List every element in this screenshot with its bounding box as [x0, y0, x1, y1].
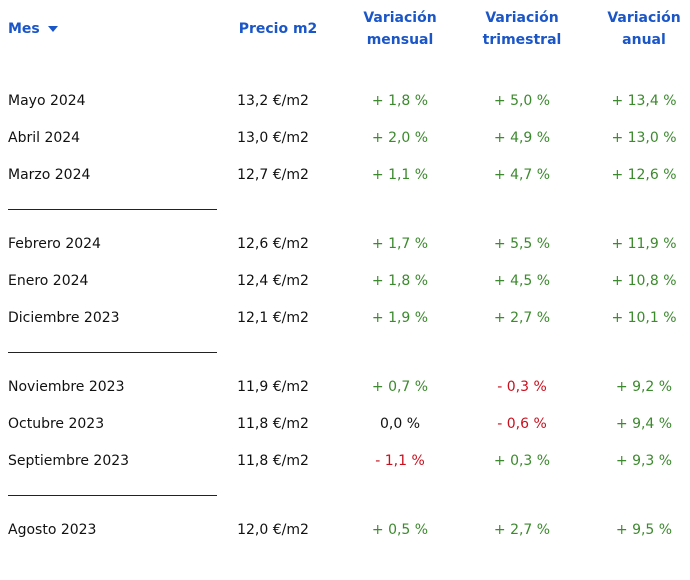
monthly-variation-cell: 0,0 %	[379, 416, 421, 432]
table-row: Noviembre 2023 11,9 €/m2 + 0,7 % - 0,3 % + 9…	[0, 375, 690, 399]
quarterly-variation-cell: + 5,0 %	[493, 93, 551, 109]
month-cell: Septiembre 2023	[8, 453, 130, 469]
monthly-variation-cell: + 0,5 %	[371, 522, 429, 538]
group-divider	[8, 495, 217, 496]
annual-variation-cell: + 13,4 %	[611, 93, 677, 109]
annual-variation-cell: + 10,8 %	[611, 273, 677, 289]
month-cell: Mayo 2024	[8, 93, 86, 109]
price-cell: 12,1 €/m2	[237, 310, 309, 326]
monthly-variation-cell: + 1,8 %	[371, 93, 429, 109]
monthly-variation-header: Variación mensual	[363, 10, 437, 48]
month-cell: Enero 2024	[8, 273, 89, 289]
quarterly-variation-cell: + 0,3 %	[493, 453, 551, 469]
annual-variation-cell: + 10,1 %	[611, 310, 677, 326]
price-cell: 12,0 €/m2	[237, 522, 309, 538]
chevron-down-icon	[47, 26, 58, 32]
month-cell: Marzo 2024	[8, 167, 91, 183]
table-row: Agosto 2023 12,0 €/m2 + 0,5 % + 2,7 % + 9,5 …	[0, 518, 690, 542]
quarterly-variation-header: Variación trimestral	[482, 10, 562, 48]
price-cell: 12,4 €/m2	[237, 273, 309, 289]
month-cell: Noviembre 2023	[8, 379, 125, 395]
price-cell: 12,6 €/m2	[237, 236, 309, 252]
group-divider	[8, 352, 217, 353]
monthly-variation-cell: + 2,0 %	[371, 130, 429, 146]
annual-variation-cell: + 9,4 %	[615, 416, 673, 432]
price-cell: 11,8 €/m2	[237, 416, 309, 432]
table-row: Abril 2024 13,0 €/m2 + 2,0 % + 4,9 % + 13,0 …	[0, 126, 690, 150]
annual-variation-cell: + 13,0 %	[611, 130, 677, 146]
monthly-variation-cell: + 1,7 %	[371, 236, 429, 252]
price-cell: 13,2 €/m2	[237, 93, 309, 109]
price-cell: 12,7 €/m2	[237, 167, 309, 183]
month-cell: Octubre 2023	[8, 416, 105, 432]
quarterly-variation-cell: + 2,7 %	[493, 310, 551, 326]
month-cell: Abril 2024	[8, 130, 81, 146]
monthly-variation-cell: + 1,9 %	[371, 310, 429, 326]
annual-variation-cell: + 11,9 %	[611, 236, 677, 252]
price-header: Precio m2	[238, 21, 318, 37]
table-row: Mayo 2024 13,2 €/m2 + 1,8 % + 5,0 % + 13,4 %	[0, 89, 690, 113]
month-cell: Febrero 2024	[8, 236, 101, 252]
month-cell: Diciembre 2023	[8, 310, 120, 326]
price-cell: 13,0 €/m2	[237, 130, 309, 146]
price-cell: 11,8 €/m2	[237, 453, 309, 469]
quarterly-variation-cell: - 0,6 %	[497, 416, 547, 432]
price-cell: 11,9 €/m2	[237, 379, 309, 395]
annual-variation-cell: + 9,5 %	[615, 522, 673, 538]
sort-by-month-header[interactable]: Mes	[8, 18, 58, 40]
month-cell: Agosto 2023	[8, 522, 97, 538]
monthly-variation-cell: + 1,8 %	[371, 273, 429, 289]
table-row: Febrero 2024 12,6 €/m2 + 1,7 % + 5,5 % + 11,…	[0, 232, 690, 256]
quarterly-variation-cell: + 5,5 %	[493, 236, 551, 252]
group-divider	[8, 209, 217, 210]
annual-variation-header: Variación anual	[607, 10, 681, 48]
annual-variation-cell: + 9,3 %	[615, 453, 673, 469]
month-header-label: Mes	[8, 21, 40, 37]
monthly-variation-cell: + 0,7 %	[371, 379, 429, 395]
monthly-variation-cell: - 1,1 %	[375, 453, 425, 469]
table-row-cut-off	[0, 556, 690, 580]
annual-variation-cell: + 9,2 %	[615, 379, 673, 395]
table-row: Diciembre 2023 12,1 €/m2 + 1,9 % + 2,7 % + 1…	[0, 306, 690, 330]
quarterly-variation-cell: - 0,3 %	[497, 379, 547, 395]
quarterly-variation-cell: + 2,7 %	[493, 522, 551, 538]
quarterly-variation-cell: + 4,7 %	[493, 167, 551, 183]
table-row: Septiembre 2023 11,8 €/m2 - 1,1 % + 0,3 % + …	[0, 449, 690, 473]
table-row: Enero 2024 12,4 €/m2 + 1,8 % + 4,5 % + 10,8 …	[0, 269, 690, 293]
annual-variation-cell: + 12,6 %	[611, 167, 677, 183]
table-row: Octubre 2023 11,8 €/m2 0,0 % - 0,6 % + 9,4 %	[0, 412, 690, 436]
monthly-variation-cell: + 1,1 %	[371, 167, 429, 183]
table-row: Marzo 2024 12,7 €/m2 + 1,1 % + 4,7 % + 12,6 …	[0, 163, 690, 187]
quarterly-variation-cell: + 4,5 %	[493, 273, 551, 289]
quarterly-variation-cell: + 4,9 %	[493, 130, 551, 146]
